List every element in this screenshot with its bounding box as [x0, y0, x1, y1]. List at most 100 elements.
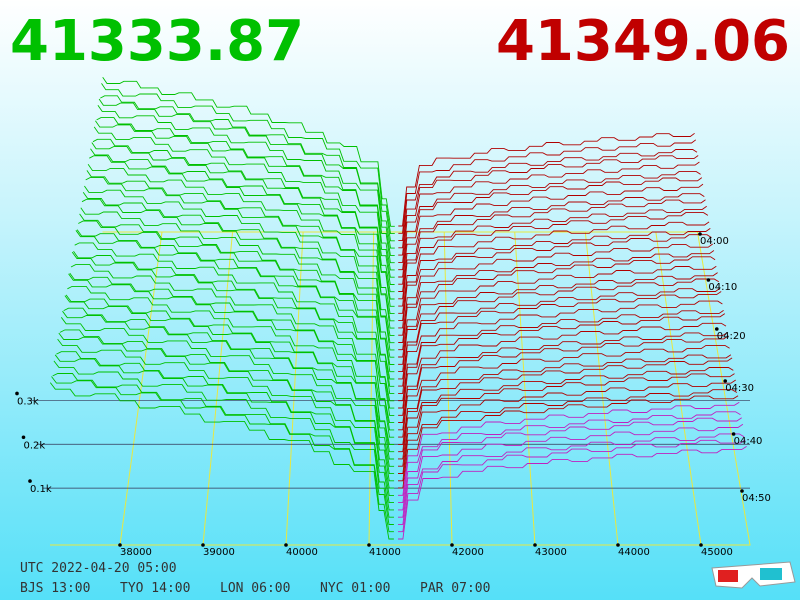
ask-depth-line [398, 265, 717, 358]
ask-depth-line [398, 256, 716, 351]
ask-depth-line [398, 291, 722, 387]
ask-depth-line [398, 417, 742, 511]
bid-depth-line [71, 251, 395, 409]
price-label: 42000 [452, 547, 484, 558]
bid-depth-line [76, 229, 395, 380]
bid-depth-line [54, 354, 394, 511]
bid-depth-line [91, 142, 395, 293]
zone-time: TYO 14:00 [120, 581, 190, 596]
bid-depth-line [74, 242, 395, 395]
bid-depth-line [90, 148, 395, 300]
ask-depth-line [398, 357, 733, 453]
zone-time: PAR 07:00 [420, 581, 490, 596]
ask-depth-line [398, 300, 723, 394]
price-tick [118, 543, 122, 547]
ask-depth-line [398, 310, 724, 402]
ask-depth-line [398, 332, 728, 423]
bid-price: 41333.87 [10, 9, 304, 74]
bid-depth-line [67, 285, 395, 438]
ask-depth-line [398, 199, 706, 292]
ask-depth-line [398, 322, 727, 416]
zone-time: BJS 13:00 [20, 581, 90, 596]
bid-depth-line [81, 198, 395, 351]
bid-depth-line [65, 294, 395, 445]
bid-depth-line [98, 98, 395, 249]
ask-depth-line [398, 228, 711, 322]
time-label: 04:00 [700, 236, 729, 247]
ask-depth-line [398, 446, 747, 540]
zone-time: NYC 01:00 [320, 581, 390, 596]
ask-depth-line [398, 423, 744, 518]
bid-depth-line [78, 220, 395, 373]
ask-depth-line [398, 171, 701, 263]
bid-depth-line [102, 77, 395, 227]
ask-depth-line [398, 373, 735, 467]
price-label: 45000 [701, 547, 733, 558]
ask-depth-line [398, 161, 700, 256]
time-label: 04:40 [734, 436, 763, 447]
ask-depth-line [398, 177, 703, 271]
utc-time: UTC 2022-04-20 05:00 [20, 561, 177, 576]
price-grid-line [514, 231, 536, 546]
price-label: 39000 [203, 547, 235, 558]
ask-depth-line [398, 411, 741, 504]
price-tick [284, 543, 288, 547]
time-label: 04:10 [708, 282, 737, 293]
depth-label: 0.1k [30, 484, 52, 495]
depth-label: 0.3k [17, 396, 39, 407]
time-label: 04:30 [725, 383, 754, 394]
bid-depth-line [57, 338, 394, 496]
ask-price: 41349.06 [496, 9, 790, 74]
floor-edge [50, 231, 751, 546]
axis-labels: 38000 39000 40000 41000 42000 43000 44000 45000… [17, 232, 771, 558]
price-label: 38000 [120, 547, 152, 558]
price-grid-line [119, 231, 163, 546]
ask-depth-line [398, 395, 739, 489]
ask-depth-line [398, 149, 698, 242]
bid-depth-line [93, 126, 395, 278]
ask-depth-line [398, 379, 736, 474]
price-tick [699, 543, 703, 547]
time-tick [706, 278, 711, 282]
depth-tick [21, 435, 26, 440]
bid-depth-line [80, 207, 395, 358]
depth-label: 0.2k [24, 440, 46, 451]
bid-depth-line [59, 329, 395, 482]
ask-depth-line [398, 354, 732, 445]
price-tick [201, 543, 205, 547]
time-label: 04:50 [742, 493, 771, 504]
ask-depth-line [398, 155, 699, 249]
bid-depth-line [49, 382, 394, 540]
bid-depth-line [95, 120, 395, 271]
ask-depth-line [398, 250, 715, 343]
ask-depth-line [398, 367, 734, 460]
ask-depth-line [398, 272, 718, 365]
bid-depth-line [53, 360, 394, 518]
depth-tick [15, 391, 19, 396]
price-label: 44000 [618, 547, 650, 558]
price-label: 40000 [286, 547, 318, 558]
ask-depth-line [398, 433, 745, 525]
bid-depth-line [70, 264, 395, 416]
ask-depth-line [398, 193, 705, 285]
bid-depth-line [100, 95, 395, 242]
bid-depth-line [87, 164, 395, 315]
ask-depth-line [398, 335, 729, 431]
time-tick [740, 489, 744, 493]
ask-depth-line [398, 287, 721, 380]
time-tick [731, 432, 736, 436]
bid-depth-line [73, 251, 395, 402]
time-tick [723, 379, 727, 383]
ask-depth-line [398, 243, 713, 336]
ask-depth-line [398, 439, 746, 533]
price-grid-line [368, 231, 375, 546]
price-tick [367, 543, 371, 547]
price-tick [616, 543, 620, 547]
bid-depth-line [85, 177, 395, 329]
ask-depth-line [398, 132, 695, 227]
bid-depth-line [62, 310, 395, 467]
bid-depth-line [56, 351, 394, 504]
